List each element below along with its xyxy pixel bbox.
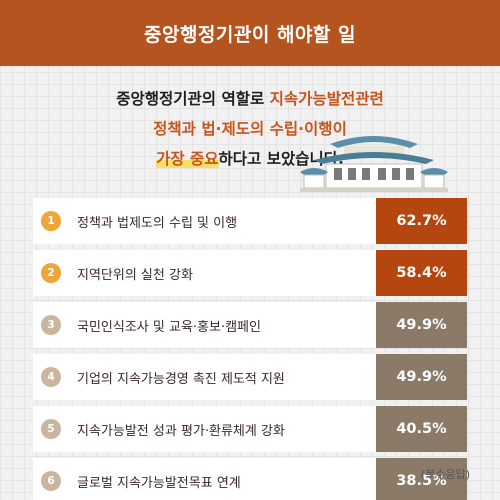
value-label: 62.7% xyxy=(376,198,467,244)
category-label: 지속가능발전 성과 평가·환류체계 강화 xyxy=(77,423,285,439)
intro-line-3-plain: 하다고 보았습니다. xyxy=(218,150,344,168)
rank-badge: 5 xyxy=(41,419,61,439)
header-banner: 중앙행정기관이 해야할 일 xyxy=(0,0,500,66)
chart-row: 5 지속가능발전 성과 평가·환류체계 강화 40.5% xyxy=(33,406,467,452)
intro-line-3-highlight: 가장 중요 xyxy=(156,150,219,168)
category-label: 글로벌 지속가능발전목표 연계 xyxy=(77,475,241,491)
row-label-cell: 4 기업의 지속가능경영 촉진 제도적 지원 xyxy=(33,354,376,400)
category-label: 지역단위의 실천 강화 xyxy=(77,267,193,283)
row-label-cell: 6 글로벌 지속가능발전목표 연계 xyxy=(33,458,376,500)
government-building-icon xyxy=(300,136,448,192)
value-label: 58.4% xyxy=(376,250,467,296)
rank-badge: 2 xyxy=(41,263,61,283)
row-label-cell: 1 정책과 법제도의 수립 및 이행 xyxy=(33,198,376,244)
footnote: (복수응답) xyxy=(420,468,470,481)
intro-line-1: 중앙행정기관의 역할로 지속가능발전관련 xyxy=(0,88,500,110)
intro-line-2-highlight: 정책과 법·제도의 수립·이행이 xyxy=(153,120,347,138)
rank-badge: 6 xyxy=(41,471,61,491)
category-label: 정책과 법제도의 수립 및 이행 xyxy=(77,215,238,231)
category-label: 기업의 지속가능경영 촉진 제도적 지원 xyxy=(77,371,285,387)
rank-badge: 4 xyxy=(41,367,61,387)
chart-row: 1 정책과 법제도의 수립 및 이행 62.7% xyxy=(33,198,467,244)
value-label: 49.9% xyxy=(376,354,467,400)
value-label: 40.5% xyxy=(376,406,467,452)
category-label: 국민인식조사 및 교육·홍보·캠페인 xyxy=(77,319,261,335)
chart-row: 3 국민인식조사 및 교육·홍보·캠페인 49.9% xyxy=(33,302,467,348)
chart-row: 2 지역단위의 실천 강화 58.4% xyxy=(33,250,467,296)
value-label: 49.9% xyxy=(376,302,467,348)
intro-line-2: 정책과 법·제도의 수립·이행이 xyxy=(0,118,500,140)
row-label-cell: 5 지속가능발전 성과 평가·환류체계 강화 xyxy=(33,406,376,452)
rank-badge: 3 xyxy=(41,315,61,335)
rank-badge: 1 xyxy=(41,211,61,231)
chart-row: 6 글로벌 지속가능발전목표 연계 38.5% xyxy=(33,458,467,500)
value-label: 38.5% xyxy=(376,458,467,500)
chart-row: 4 기업의 지속가능경영 촉진 제도적 지원 49.9% xyxy=(33,354,467,400)
row-label-cell: 3 국민인식조사 및 교육·홍보·캠페인 xyxy=(33,302,376,348)
row-label-cell: 2 지역단위의 실천 강화 xyxy=(33,250,376,296)
intro-line-1-highlight: 지속가능발전관련 xyxy=(269,90,384,108)
page-title: 중앙행정기관이 해야할 일 xyxy=(143,23,356,46)
intro-line-3: 가장 중요하다고 보았습니다. xyxy=(0,148,500,170)
intro-line-1-plain: 중앙행정기관의 역할로 xyxy=(116,90,270,108)
